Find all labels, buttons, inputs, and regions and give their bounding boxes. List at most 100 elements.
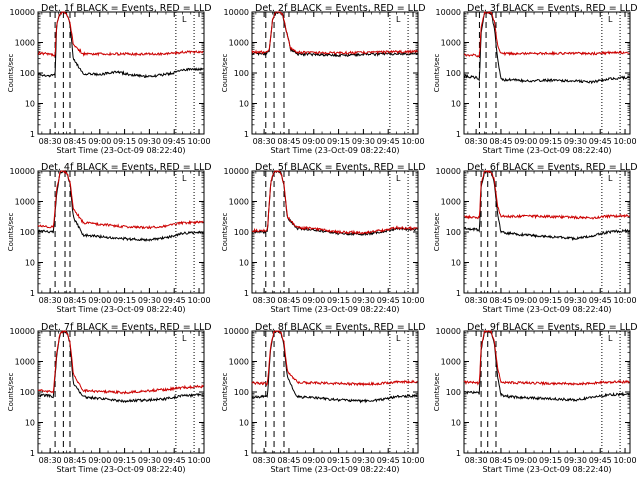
- x-tick-label: 09:15: [539, 296, 562, 305]
- panel-title: Det. 1f BLACK = Events, RED = LLD: [41, 3, 212, 14]
- x-tick-label: 08:30: [39, 456, 62, 465]
- y-axis-title: Counts/sec: [7, 213, 15, 252]
- panel-title: Det. 8f BLACK = Events, RED = LLD: [255, 322, 426, 333]
- y-tick-label: 10000: [436, 327, 461, 336]
- x-axis-title: Start Time (23-Oct-09 08:22:40): [482, 465, 611, 474]
- x-tick-label: 09:15: [327, 296, 350, 305]
- y-tick-label: 1000: [15, 198, 35, 207]
- lld-series-line: [463, 329, 630, 387]
- lld-series-line: [37, 330, 204, 395]
- x-tick-label: 09:30: [138, 296, 161, 305]
- x-tick-label: 08:45: [63, 137, 86, 146]
- x-tick-label: 08:45: [277, 296, 300, 305]
- x-tick-label: 09:15: [113, 456, 136, 465]
- panel-title: Det. 7f BLACK = Events, RED = LLD: [41, 322, 212, 333]
- y-axis-title: Counts/sec: [7, 54, 15, 93]
- x-tick-label: 10:00: [614, 137, 637, 146]
- x-axis-title: Start Time (23-Oct-09 08:22:40): [482, 305, 611, 314]
- panel-title: Det. 4f BLACK = Events, RED = LLD: [41, 162, 212, 173]
- y-tick-label: 100: [20, 69, 35, 78]
- y-tick-label: 100: [234, 228, 249, 237]
- corner-marker: L: [182, 174, 187, 183]
- x-tick-label: 08:45: [489, 137, 512, 146]
- y-tick-label: 10000: [10, 327, 35, 336]
- x-tick-label: 09:45: [377, 296, 400, 305]
- corner-marker: L: [182, 334, 187, 343]
- y-tick-label: 1000: [441, 358, 461, 367]
- y-tick-label: 10: [25, 259, 35, 268]
- y-tick-label: 1000: [441, 39, 461, 48]
- corner-marker: L: [396, 174, 401, 183]
- x-tick-label: 09:15: [327, 456, 350, 465]
- x-tick-label: 09:30: [352, 456, 375, 465]
- y-axis-title: Counts/sec: [433, 213, 441, 252]
- x-tick-label: 10:00: [188, 137, 211, 146]
- x-tick-label: 09:00: [514, 456, 537, 465]
- y-axis-title: Counts/sec: [221, 373, 229, 412]
- x-axis-title: Start Time (23-Oct-09 08:22:40): [270, 305, 399, 314]
- detector-panel-4: Det. 4f BLACK = Events, RED = LLD 1 10 100 1…: [7, 162, 212, 314]
- detector-panel-1: Det. 1f BLACK = Events, RED = LLD 1 10 100 1…: [7, 3, 212, 155]
- x-tick-label: 08:45: [489, 456, 512, 465]
- lld-series-line: [37, 11, 204, 57]
- y-tick-label: 1: [244, 130, 249, 139]
- x-tick-label: 09:00: [514, 296, 537, 305]
- y-axis-title: Counts/sec: [221, 213, 229, 252]
- x-tick-label: 09:30: [564, 296, 587, 305]
- detector-panel-3: Det. 3f BLACK = Events, RED = LLD 1 10 100 1…: [433, 3, 638, 155]
- x-tick-label: 08:45: [277, 137, 300, 146]
- y-tick-label: 1000: [15, 39, 35, 48]
- x-tick-label: 09:30: [138, 137, 161, 146]
- detector-panel-2: Det. 2f BLACK = Events, RED = LLD 1 10 100 1…: [221, 3, 426, 155]
- lld-series-line: [251, 330, 418, 387]
- x-tick-label: 08:30: [253, 137, 276, 146]
- y-tick-label: 10000: [224, 327, 249, 336]
- x-tick-label: 09:00: [88, 137, 111, 146]
- x-axis-title: Start Time (23-Oct-09 08:22:40): [56, 465, 185, 474]
- lld-series-line: [37, 169, 204, 230]
- x-tick-label: 08:45: [63, 456, 86, 465]
- y-tick-label: 10000: [10, 167, 35, 176]
- y-axis-title: Counts/sec: [433, 54, 441, 93]
- x-tick-label: 10:00: [402, 456, 425, 465]
- y-tick-label: 10000: [436, 167, 461, 176]
- x-tick-label: 09:15: [539, 137, 562, 146]
- y-tick-label: 100: [20, 388, 35, 397]
- panels-container: Det. 1f BLACK = Events, RED = LLD 1 10 100 1…: [7, 3, 638, 474]
- x-axis-title: Start Time (23-Oct-09 08:22:40): [56, 146, 185, 155]
- panel-title: Det. 2f BLACK = Events, RED = LLD: [255, 3, 426, 14]
- corner-marker: L: [396, 15, 401, 24]
- x-tick-label: 10:00: [188, 296, 211, 305]
- detector-panel-8: Det. 8f BLACK = Events, RED = LLD 1 10 100 1…: [221, 322, 426, 474]
- lld-series-line: [463, 11, 630, 58]
- corner-marker: L: [182, 15, 187, 24]
- y-tick-label: 1: [244, 449, 249, 458]
- x-tick-label: 08:30: [39, 137, 62, 146]
- y-tick-label: 1000: [229, 358, 249, 367]
- y-tick-label: 10: [239, 419, 249, 428]
- lld-series-line: [463, 170, 630, 220]
- panel-title: Det. 9f BLACK = Events, RED = LLD: [467, 322, 638, 333]
- y-tick-label: 10: [451, 419, 461, 428]
- y-tick-label: 10: [239, 259, 249, 268]
- y-tick-label: 10: [239, 100, 249, 109]
- y-tick-label: 1: [30, 449, 35, 458]
- y-tick-label: 100: [20, 228, 35, 237]
- x-tick-label: 09:45: [377, 137, 400, 146]
- y-tick-label: 100: [446, 388, 461, 397]
- x-axis-title: Start Time (23-Oct-09 08:22:40): [482, 146, 611, 155]
- x-axis-title: Start Time (23-Oct-09 08:22:40): [270, 146, 399, 155]
- x-tick-label: 09:30: [138, 456, 161, 465]
- y-tick-label: 10: [25, 100, 35, 109]
- x-tick-label: 09:30: [352, 137, 375, 146]
- x-tick-label: 10:00: [402, 137, 425, 146]
- y-tick-label: 10000: [10, 8, 35, 17]
- events-series-line: [37, 11, 204, 79]
- y-axis-title: Counts/sec: [7, 373, 15, 412]
- x-tick-label: 09:45: [163, 137, 186, 146]
- panel-title: Det. 6f BLACK = Events, RED = LLD: [467, 162, 638, 173]
- x-tick-label: 08:30: [39, 296, 62, 305]
- corner-marker: L: [396, 334, 401, 343]
- x-tick-label: 09:00: [302, 456, 325, 465]
